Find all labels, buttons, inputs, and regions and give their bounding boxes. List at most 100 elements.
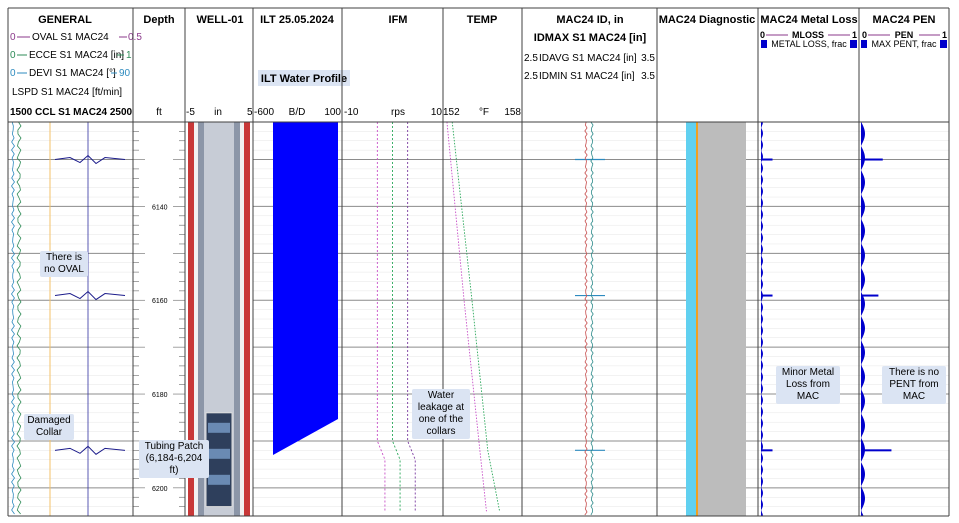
callout-damaged-collar: Damaged Collar	[24, 414, 74, 440]
devi-curve	[11, 121, 15, 515]
pen-peak	[861, 158, 883, 161]
pen-sub: MAX PENT, frac	[871, 39, 937, 49]
grid-lines	[8, 121, 949, 517]
mac-id-legend: IDMAX S1 MAC24 [in] 2.5 IDAVG S1 MAC24 […	[524, 32, 655, 82]
diag-grey-band	[698, 122, 746, 516]
mloss-peak	[761, 449, 773, 452]
loss-legend-fill-b	[850, 40, 857, 48]
general-legend: 0 OVAL S1 MAC24 0.5 0 ECCE S1 MAC24 [in]…	[10, 32, 142, 118]
idmax-name: IDMAX S1 MAC24 [in]	[534, 32, 647, 44]
diag-cyan-band	[686, 122, 698, 516]
loss-max: 1	[852, 30, 857, 40]
ecce-name: ECCE S1 MAC24 [in]	[29, 50, 124, 61]
ifm-curve	[376, 122, 386, 512]
ilt-title: ILT 25.05.2024	[260, 14, 335, 26]
idavg-name: IDAVG S1 MAC24 [in]	[539, 53, 637, 64]
ilt-label-bg	[258, 70, 350, 86]
ilt-min: -600	[254, 107, 274, 118]
scale-row: ft -5 in 5 -600 B/D 100 -10 rps 10 152 °…	[156, 107, 521, 118]
callout-metal-loss: Minor Metal Loss from MAC	[776, 366, 840, 404]
casing-right	[244, 122, 250, 516]
temp-unit: °F	[479, 107, 489, 118]
ifm-max: 10	[431, 107, 443, 118]
temp-curve	[451, 121, 501, 512]
ccl-spike	[54, 154, 126, 165]
depth-label: 6180	[152, 392, 168, 399]
oval-min: 0	[10, 32, 16, 43]
callout-tubing-patch: Tubing Patch (6,184-6,204 ft)	[139, 440, 209, 478]
idavg-max: 3.5	[641, 53, 655, 64]
idavg-curve	[590, 121, 594, 516]
track-headers: GENERAL Depth WELL-01 ILT 25.05.2024 IFM…	[38, 14, 935, 26]
pen-name: PEN	[895, 30, 914, 40]
oval-max: 0.5	[128, 32, 142, 43]
well-max: 5	[247, 107, 253, 118]
depth-label: 6200	[152, 486, 168, 493]
ilt-unit: B/D	[289, 107, 306, 118]
ecce-max: 1	[126, 50, 132, 61]
callout-no-oval: There is no OVAL	[40, 251, 88, 277]
ifm-min: -10	[344, 107, 359, 118]
idavg-min: 2.5	[524, 53, 538, 64]
ifm-title: IFM	[389, 14, 408, 26]
water-profile-area	[273, 122, 338, 456]
patch-element	[208, 422, 230, 433]
idmin-min: 2.5	[524, 71, 538, 82]
casing-left	[188, 122, 194, 516]
idmin-max: 3.5	[641, 71, 655, 82]
loss-name: MLOSS	[792, 30, 824, 40]
ccl-name: 1500 CCL S1 MAC24 2500	[10, 107, 133, 118]
mac-id-title: MAC24 ID, in	[556, 14, 624, 26]
temp-title: TEMP	[467, 14, 498, 26]
ilt-label: ILT Water Profile	[261, 73, 347, 85]
callout-no-pent: There is no PENT from MAC	[882, 366, 946, 404]
pen-fill	[861, 122, 865, 516]
ifm-curve	[407, 122, 416, 512]
pen-peak	[861, 294, 879, 297]
mloss-peak	[761, 294, 773, 297]
loss-sub: METAL LOSS, frac	[771, 39, 847, 49]
idmin-name: IDMIN S1 MAC24 [in]	[539, 71, 635, 82]
diag-title: MAC24 Diagnostic	[659, 14, 756, 26]
pen-min: 0	[862, 30, 867, 40]
oval-name: OVAL S1 MAC24	[32, 32, 109, 43]
loss-min: 0	[760, 30, 765, 40]
temp-min: 152	[443, 107, 460, 118]
patch-element	[208, 448, 230, 459]
ecce-curve	[16, 121, 22, 515]
data-curves	[11, 121, 892, 516]
pen-peak	[861, 449, 892, 452]
well-schematic	[188, 122, 250, 516]
devi-name: DEVI S1 MAC24 [°]	[29, 68, 116, 79]
ecce-min: 0	[10, 50, 16, 61]
ilt-max: 100	[324, 107, 341, 118]
ifm-curve	[392, 122, 401, 512]
pen-max: 1	[942, 30, 947, 40]
track-separators	[7, 7, 950, 517]
callout-water-leakage: Water leakage at one of the collars	[412, 389, 470, 439]
ccl-spike	[54, 290, 126, 301]
pen-legend-fill-a	[861, 40, 867, 48]
patch-element	[208, 474, 230, 485]
ifm-unit: rps	[391, 107, 405, 118]
mloss-fill	[761, 122, 763, 516]
devi-max: 90	[119, 68, 131, 79]
depth-labels: 6140 6160 6180 6200	[152, 204, 168, 492]
well-title: WELL-01	[196, 14, 243, 26]
loss-legend-fill-a	[761, 40, 767, 48]
loss-title: MAC24 Metal Loss	[760, 14, 857, 26]
depth-title: Depth	[143, 14, 174, 26]
idmin-curve	[584, 121, 588, 516]
depth-unit: ft	[156, 107, 162, 118]
lspd-name: LSPD S1 MAC24 [ft/min]	[12, 87, 122, 98]
general-title: GENERAL	[38, 14, 92, 26]
mloss-peak	[761, 158, 773, 161]
loss-legend: 0 MLOSS 1 METAL LOSS, frac 0 PEN 1 MAX P…	[760, 30, 947, 49]
depth-label: 6160	[152, 298, 168, 305]
ccl-spike	[54, 445, 126, 455]
pen-legend-fill-b	[940, 40, 947, 48]
well-unit: in	[214, 107, 222, 118]
well-min: -5	[186, 107, 195, 118]
depth-label: 6140	[152, 204, 168, 211]
